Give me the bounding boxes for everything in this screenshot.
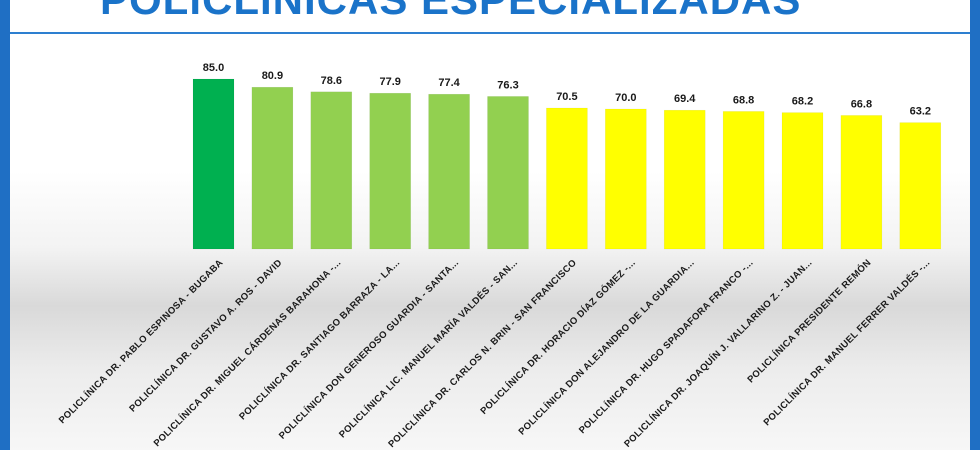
data-label-9: 69.4: [674, 93, 696, 105]
bar-8: [605, 108, 647, 250]
title-underline: [10, 32, 970, 34]
bar-11: [781, 112, 824, 250]
bar-5: [428, 93, 470, 250]
data-label-10: 68.8: [733, 94, 754, 106]
bar-4: [369, 92, 411, 250]
bar-12: [840, 115, 883, 250]
bar-2: [251, 86, 294, 250]
data-label-6: 76.3: [497, 79, 518, 91]
bar-6: [487, 96, 529, 250]
data-label-11: 68.2: [792, 96, 813, 108]
bar-1: [192, 78, 235, 250]
data-label-7: 70.5: [556, 91, 577, 103]
data-label-4: 77.9: [379, 76, 400, 88]
bar-9: [663, 109, 706, 250]
data-label-2: 80.9: [262, 70, 283, 82]
data-label-12: 66.8: [851, 98, 872, 110]
bar-7: [546, 107, 588, 250]
data-label-13: 63.2: [910, 106, 931, 118]
page-title: POLICLÍNICAS ESPECIALIZADAS: [100, 0, 801, 24]
bar-10: [722, 111, 765, 250]
data-label-5: 77.4: [438, 77, 460, 89]
data-label-1: 85.0: [203, 62, 224, 74]
bar-3: [310, 91, 353, 250]
category-label-12: POLICLÍNICA PRESIDENTE REMÓN: [745, 257, 874, 386]
data-label-8: 70.0: [615, 92, 636, 104]
data-label-3: 78.6: [321, 75, 342, 87]
bar-13: [899, 122, 942, 250]
